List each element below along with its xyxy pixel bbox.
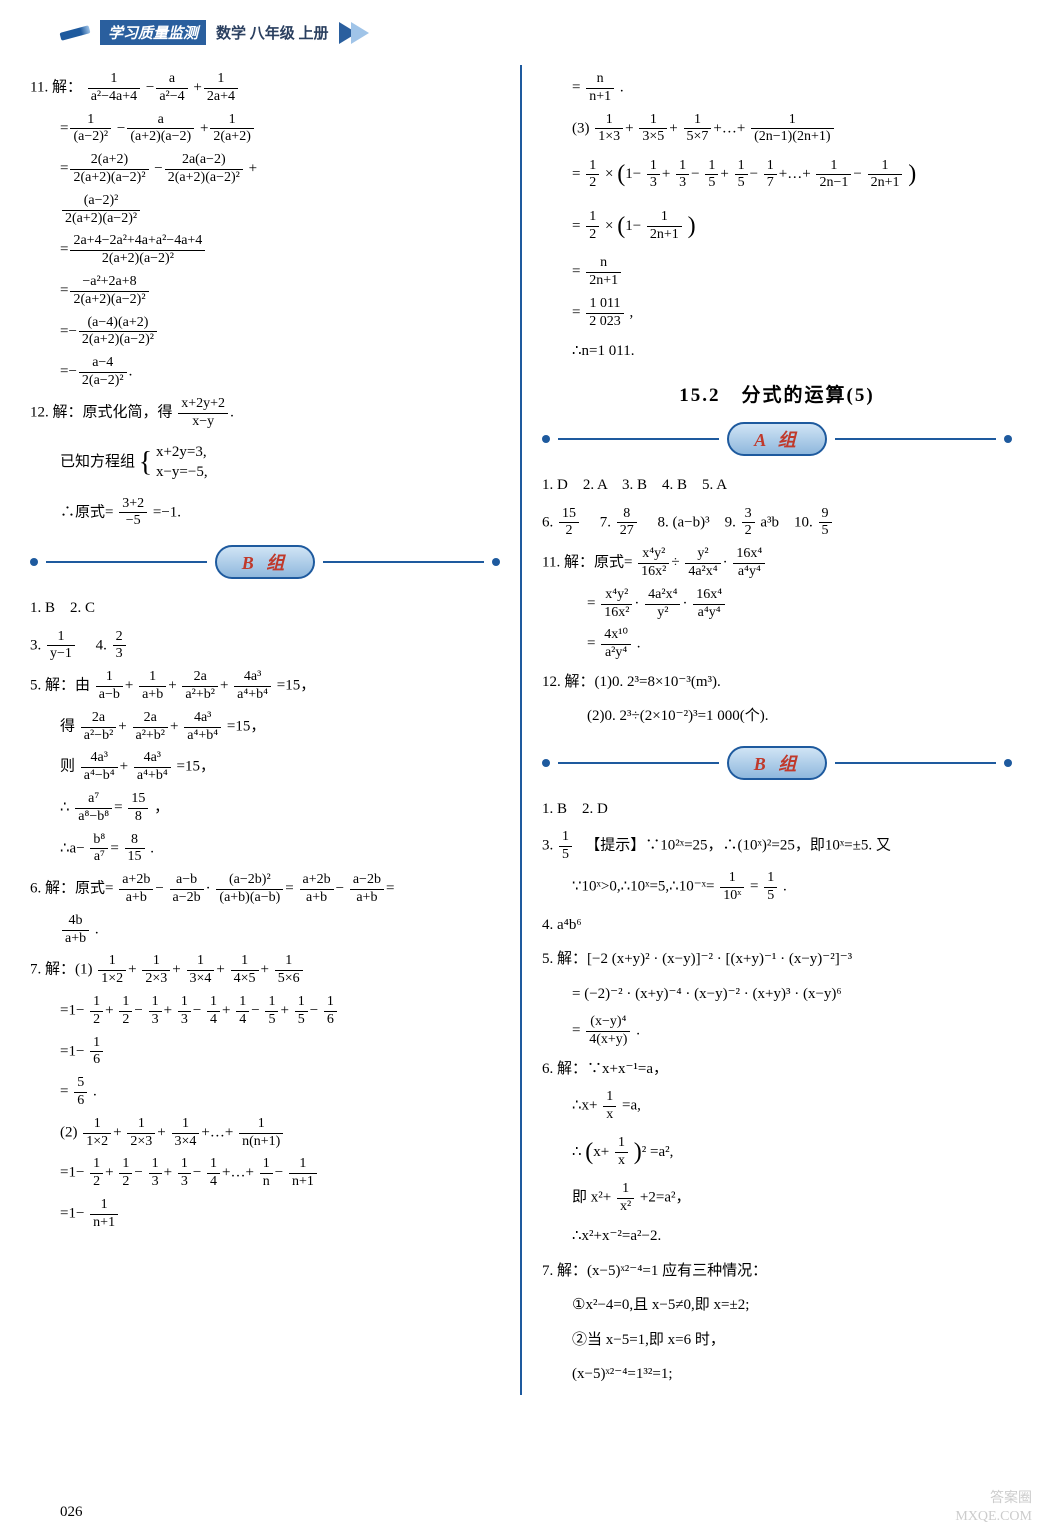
- rb-q4: 4. a⁴b⁶: [542, 911, 1012, 940]
- b-q7-p2-l3: =1− 1n+1: [30, 1197, 500, 1232]
- b-q5-l2: 得 2aa²−b²+ 2aa²+b²+ 4a³a⁴+b⁴ =15，: [30, 710, 500, 745]
- q11-line1: 11. 解： 1a²−4a+4 −aa²−4 +12a+4: [30, 71, 500, 106]
- a-q12-l2: (2)0. 2³÷(2×10⁻²)³=1 000(个).: [542, 702, 1012, 731]
- hline: [558, 438, 719, 440]
- q12-line2: 已知方程组 { x+2y=3, x−y=−5,: [30, 436, 500, 489]
- a-q12-l1: 12. 解：(1)0. 2³=8×10⁻³(m³).: [542, 668, 1012, 697]
- rb-q3-l2: ∵10ˣ>0,∴10ˣ=5,∴10⁻ˣ= 110ˣ = 15 .: [542, 870, 1012, 905]
- a-q11-l3: = 4x¹⁰a²y⁴ .: [542, 627, 1012, 662]
- rb-q6-l3: ∴ (x+ 1x )² =a²,: [542, 1130, 1012, 1176]
- q12-line1: 12. 解：原式化简，得 x+2y+2x−y.: [30, 396, 500, 431]
- column-divider: [520, 65, 522, 1395]
- q11-line8: =−a−42(a−2)².: [30, 355, 500, 390]
- b-q7-p2-l2: =1− 12+ 12− 13+ 13− 14+…+ 1n− 1n+1: [30, 1156, 500, 1191]
- dot-icon: [1004, 759, 1012, 767]
- q11-line3: =2(a+2)2(a+2)(a−2)² −2a(a−2)2(a+2)(a−2)²…: [30, 152, 500, 187]
- rb-q6-l2: ∴x+ 1x =a,: [542, 1089, 1012, 1124]
- group-a-marker: A 组: [542, 422, 1012, 456]
- rb-q6-l1: 6. 解：∵x+x⁻¹=a，: [542, 1055, 1012, 1084]
- rb-q5-l1: 5. 解：[−2 (x+y)² · (x−y)]⁻² · [(x+y)⁻¹ · …: [542, 945, 1012, 974]
- page-number: 026: [60, 1504, 83, 1521]
- rb-q7-l4: (x−5)ˣ²⁻⁴=1³²=1;: [542, 1360, 1012, 1389]
- b-q7-l3: =1− 16: [30, 1035, 500, 1070]
- q11-line5: =2a+4−2a²+4a+a²−4a+42(a+2)(a−2)²: [30, 233, 500, 268]
- q11-line6: =−a²+2a+82(a+2)(a−2)²: [30, 274, 500, 309]
- rb-q7-l3: ②当 x−5=1,即 x=6 时，: [542, 1326, 1012, 1355]
- hline: [835, 438, 996, 440]
- group-a-badge: A 组: [727, 422, 827, 456]
- b-q5-l3: 则 4a³a⁴−b⁴+ 4a³a⁴+b⁴ =15，: [30, 750, 500, 785]
- watermark: 答案圈 MXQE.COM: [955, 1490, 1032, 1526]
- left-column: 11. 解： 1a²−4a+4 −aa²−4 +12a+4 =1(a−2)² −…: [30, 65, 500, 1395]
- group-b-badge: B 组: [215, 545, 316, 579]
- dot-icon: [1004, 435, 1012, 443]
- b-q7-l1: 7. 解：(1) 11×2+ 12×3+ 13×4+ 14×5+ 15×6: [30, 953, 500, 988]
- rb-q7-l1: 7. 解：(x−5)ˣ²⁻⁴=1 应有三种情况：: [542, 1257, 1012, 1286]
- pen-icon: [59, 25, 90, 40]
- page-header: 学习质量监测 数学 八年级 上册: [30, 20, 1012, 45]
- a-q11-l2: = x⁴y²16x²· 4a²x⁴y²· 16x⁴a⁴y⁴: [542, 587, 1012, 622]
- b-q7-l2: =1− 12+ 12− 13+ 13− 14+ 14− 15+ 15− 16: [30, 994, 500, 1029]
- a-q1-5: 1. D 2. A 3. B 4. B 5. A: [542, 471, 1012, 500]
- dot-icon: [492, 558, 500, 566]
- a-q11-l1: 11. 解：原式= x⁴y²16x²÷ y²4a²x⁴· 16x⁴a⁴y⁴: [542, 546, 1012, 581]
- dot-icon: [30, 558, 38, 566]
- q11-line2: =1(a−2)² −a(a+2)(a−2) +12(a+2): [30, 112, 500, 147]
- arrow-icon: [339, 22, 384, 44]
- a-q6-10: 6. 152 7. 827 8. (a−b)³ 9. 32 a³b 10. 95: [542, 506, 1012, 541]
- r-l1: = nn+1 .: [542, 71, 1012, 106]
- q11-line4: (a−2)²2(a+2)(a−2)²: [30, 193, 500, 228]
- r-p3-l6: ∴n=1 011.: [542, 337, 1012, 366]
- r-p3-l2: = 12 × (1− 13+ 13− 15+ 15− 17+…+ 12n−1− …: [542, 152, 1012, 198]
- hline: [558, 762, 719, 764]
- q11-line7: =−(a−4)(a+2)2(a+2)(a−2)²: [30, 315, 500, 350]
- b-q1-2: 1. B 2. C: [30, 594, 500, 623]
- b-q6-l2: 4ba+b .: [30, 913, 500, 948]
- dot-icon: [542, 759, 550, 767]
- b-q7-l4: = 56 .: [30, 1075, 500, 1110]
- rb-q3-l1: 3. 15 【提示】∵10²ˣ=25，∴(10ˣ)²=25，即10ˣ=±5. 又: [542, 829, 1012, 864]
- rb-q5-l3: = (x−y)⁴4(x+y) .: [542, 1014, 1012, 1049]
- r-p3-l3: = 12 × (1− 12n+1 ): [542, 204, 1012, 250]
- header-subject: 数学 八年级 上册: [216, 22, 329, 43]
- dot-icon: [542, 435, 550, 443]
- group-b2-marker: B 组: [542, 746, 1012, 780]
- rb-q6-l4: 即 x²+ 1x² +2=a²，: [542, 1181, 1012, 1216]
- right-column: = nn+1 . (3) 11×3+ 13×5+ 15×7+…+ 1(2n−1)…: [542, 65, 1012, 1395]
- hline: [323, 561, 484, 563]
- hline: [46, 561, 207, 563]
- rb-q6-l5: ∴x²+x⁻²=a²−2.: [542, 1222, 1012, 1251]
- rb-q5-l2: = (−2)⁻² · (x+y)⁻⁴ · (x−y)⁻² · (x+y)³ · …: [542, 980, 1012, 1009]
- header-badge: 学习质量监测: [100, 20, 206, 45]
- rb-q7-l2: ①x²−4=0,且 x−5≠0,即 x=±2;: [542, 1291, 1012, 1320]
- b-q5-l1: 5. 解：由 1a−b+ 1a+b+ 2aa²+b²+ 4a³a⁴+b⁴ =15…: [30, 669, 500, 704]
- content-columns: 11. 解： 1a²−4a+4 −aa²−4 +12a+4 =1(a−2)² −…: [30, 65, 1012, 1395]
- b-q6-l1: 6. 解：原式= a+2ba+b− a−ba−2b· (a−2b)²(a+b)(…: [30, 872, 500, 907]
- hline: [835, 762, 996, 764]
- b-q5-l4: ∴ a⁷a⁸−b⁸= 158 ，: [30, 791, 500, 826]
- group-b2-badge: B 组: [727, 746, 828, 780]
- section-title: 15.2 分式的运算(5): [542, 380, 1012, 407]
- r-p3-l4: = n2n+1: [542, 255, 1012, 290]
- r-p3-l5: = 1 0112 023 ,: [542, 296, 1012, 331]
- b-q3-4: 3. 1y−1 4. 23: [30, 629, 500, 664]
- b-q7-p2-l1: (2) 11×2+ 12×3+ 13×4+…+ 1n(n+1): [30, 1116, 500, 1151]
- rb-q1-2: 1. B 2. D: [542, 795, 1012, 824]
- r-p3-l1: (3) 11×3+ 13×5+ 15×7+…+ 1(2n−1)(2n+1): [542, 112, 1012, 147]
- group-b-marker: B 组: [30, 545, 500, 579]
- b-q5-l5: ∴a− b⁸a⁷= 815 .: [30, 832, 500, 867]
- q12-line3: ∴原式= 3+2−5 =−1.: [30, 496, 500, 531]
